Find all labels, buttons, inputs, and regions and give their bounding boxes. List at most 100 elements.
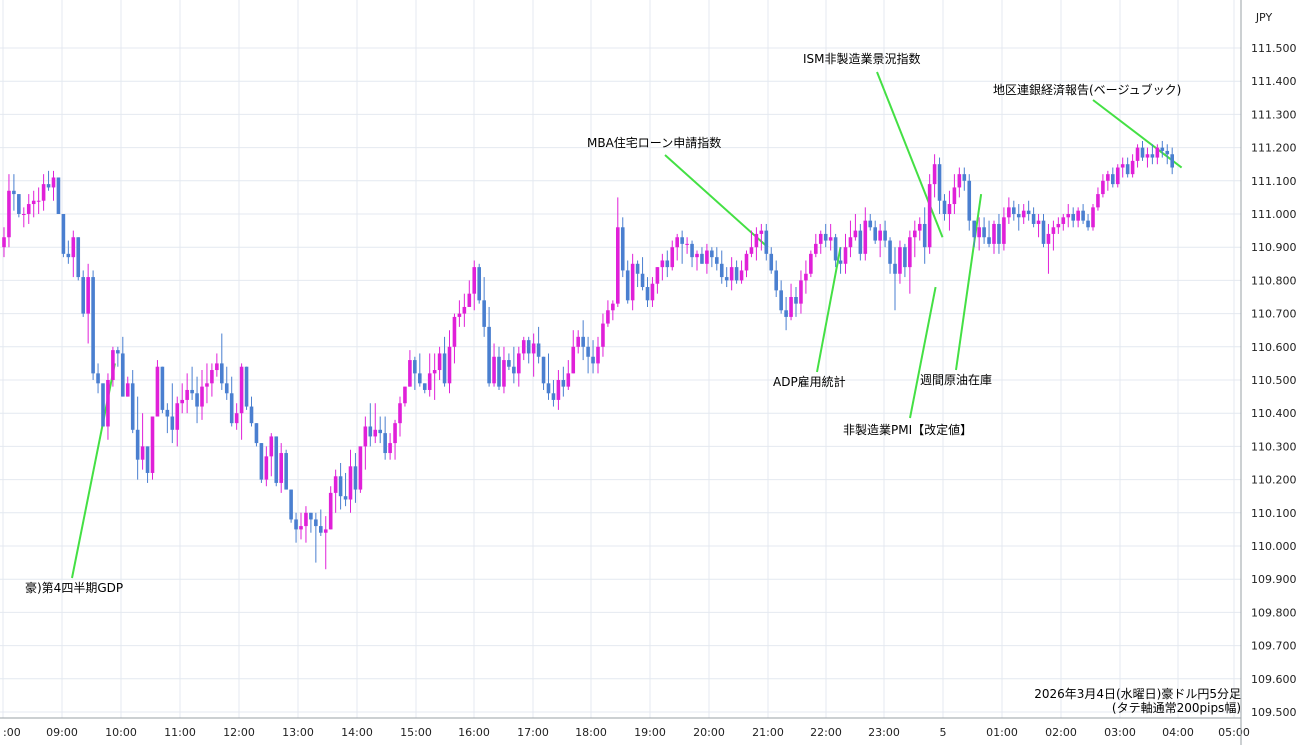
candle-body: [512, 366, 516, 374]
x-tick-label: 5: [940, 726, 947, 739]
candle-body: [477, 267, 481, 301]
candle-body: [1061, 217, 1066, 224]
candle-body: [680, 237, 684, 244]
candle-body: [1046, 233, 1051, 244]
candle-body: [328, 492, 333, 530]
candle-body: [452, 316, 457, 347]
candle-body: [645, 287, 650, 301]
candle-body: [517, 353, 521, 374]
candle-body: [596, 346, 600, 364]
candle-body: [566, 373, 571, 387]
candle-body: [719, 263, 724, 278]
annotation-leader-line: [955, 193, 983, 371]
candle-body: [1130, 160, 1135, 175]
candle-body: [1091, 207, 1095, 228]
x-tick-label: 18:00: [575, 726, 607, 739]
candle-body: [81, 277, 85, 314]
candle-body: [408, 360, 412, 387]
y-tick-label: 109.800: [1251, 606, 1297, 619]
candle-body: [695, 253, 699, 258]
candle-body: [1101, 180, 1105, 195]
candle-body: [828, 237, 833, 241]
y-tick-label: 110.400: [1251, 407, 1297, 420]
candle-body: [616, 227, 620, 304]
candle-body: [977, 227, 981, 238]
candle-body: [1012, 207, 1016, 214]
candle-body: [26, 204, 31, 214]
candle-body: [809, 253, 813, 274]
candle-body: [323, 529, 328, 533]
candle-body: [1031, 214, 1036, 224]
y-tick-label: 111.500: [1251, 42, 1297, 55]
candle-body: [249, 406, 254, 424]
candle-body: [1016, 214, 1021, 218]
candle-body: [670, 247, 675, 268]
candle-body: [56, 177, 61, 214]
candle-body: [660, 260, 665, 268]
candle-body: [274, 436, 279, 483]
y-tick-label: 111.400: [1251, 75, 1297, 88]
candle-body: [1071, 214, 1075, 221]
candle-body: [121, 353, 125, 397]
annotation-leader-line: [909, 286, 937, 419]
candle-body: [91, 277, 95, 374]
candle-body: [947, 204, 952, 214]
candle-body: [957, 174, 962, 188]
chart-caption-line-1: 2026年3月4日(水曜日)豪ドル円5分足: [1034, 686, 1241, 701]
candle-body: [319, 526, 323, 533]
x-tick-label: 05:00: [1218, 726, 1250, 739]
candle-body: [987, 237, 991, 244]
y-tick-label: 110.300: [1251, 440, 1297, 453]
candle-body: [289, 489, 293, 520]
x-tick-label: 17:00: [517, 726, 549, 739]
candle-body: [125, 383, 130, 397]
candle-body: [299, 526, 303, 530]
candle-body: [7, 190, 11, 238]
y-tick-label: 110.700: [1251, 308, 1297, 321]
candle-body: [195, 393, 199, 407]
candle-body: [546, 383, 551, 394]
candle-body: [888, 240, 892, 264]
candle-body: [66, 253, 71, 258]
candle-body: [1125, 164, 1130, 175]
candle-body: [1086, 220, 1090, 228]
candle-body: [378, 429, 382, 434]
x-tick-label: 10:00: [105, 726, 137, 739]
candle-body: [264, 456, 269, 480]
x-tick-label: 21:00: [752, 726, 784, 739]
x-tick-label: 09:00: [46, 726, 78, 739]
candle-body: [591, 356, 595, 364]
candle-body: [333, 476, 338, 493]
candle-body: [848, 237, 853, 248]
candle-body: [259, 443, 264, 480]
candle-body: [130, 383, 135, 430]
candle-body: [234, 413, 239, 424]
candle-body: [833, 237, 838, 261]
candle-body: [160, 366, 165, 410]
candle-body: [804, 273, 808, 281]
candle-body: [442, 353, 447, 384]
x-tick-label: 19:00: [634, 726, 666, 739]
candle-body: [1106, 174, 1110, 181]
candle-body: [220, 363, 224, 384]
candle-body: [467, 293, 472, 307]
x-tick-label: 16:00: [458, 726, 490, 739]
candle-body: [427, 373, 432, 390]
candle-body: [422, 383, 427, 390]
candle-body: [630, 263, 635, 301]
candle-body: [304, 512, 308, 527]
candle-body: [759, 230, 764, 234]
candle-body: [744, 253, 749, 271]
candle-body: [526, 340, 531, 354]
candle-body: [353, 466, 358, 490]
x-tick-label: 23:00: [868, 726, 900, 739]
candle-body: [789, 297, 793, 317]
x-tick-label: 20:00: [693, 726, 725, 739]
candle-body: [1056, 223, 1061, 228]
candle-body: [185, 389, 189, 400]
candle-body: [36, 200, 41, 202]
candle-body: [873, 227, 877, 241]
candle-body: [903, 247, 907, 268]
candle-body: [893, 263, 897, 274]
